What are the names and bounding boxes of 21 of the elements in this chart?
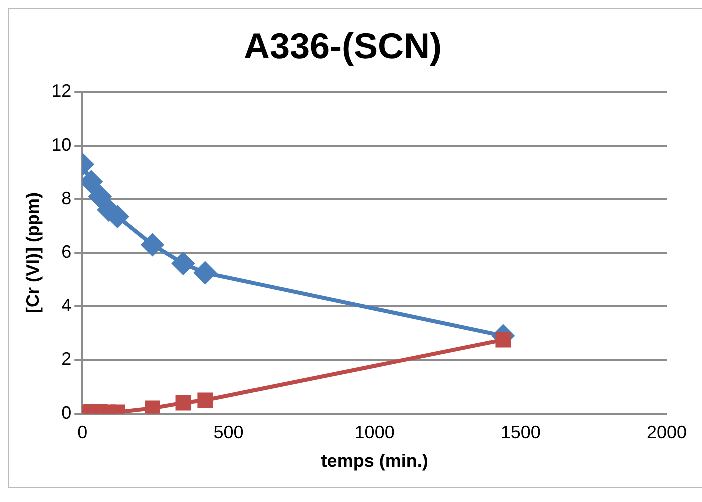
- x-tick-label: 2000: [646, 422, 688, 443]
- point: [172, 252, 194, 275]
- chart-title: A336-(SCN): [244, 26, 442, 67]
- point: [194, 262, 216, 284]
- point: [89, 186, 112, 208]
- point: [142, 234, 164, 256]
- y-tick-label: 6: [62, 242, 72, 262]
- y-tick-label: 0: [62, 402, 72, 423]
- x-tick-label: 500: [214, 422, 244, 443]
- y-tick-label: 10: [52, 134, 72, 155]
- y-tick-label: 4: [62, 296, 72, 316]
- x-axis-title: temps (min.): [321, 451, 428, 472]
- x-tick-label: 1000: [354, 422, 395, 443]
- point: [198, 392, 213, 408]
- x-tick-label: 1500: [500, 422, 541, 443]
- x-tick-label: 0: [78, 422, 88, 443]
- point: [176, 395, 192, 411]
- y-tick-label: 12: [52, 81, 72, 102]
- y-axis-title: [Cr (VI)] (ppm): [22, 192, 43, 314]
- y-tick-label: 8: [62, 188, 72, 208]
- y-tick-label: 2: [62, 349, 72, 370]
